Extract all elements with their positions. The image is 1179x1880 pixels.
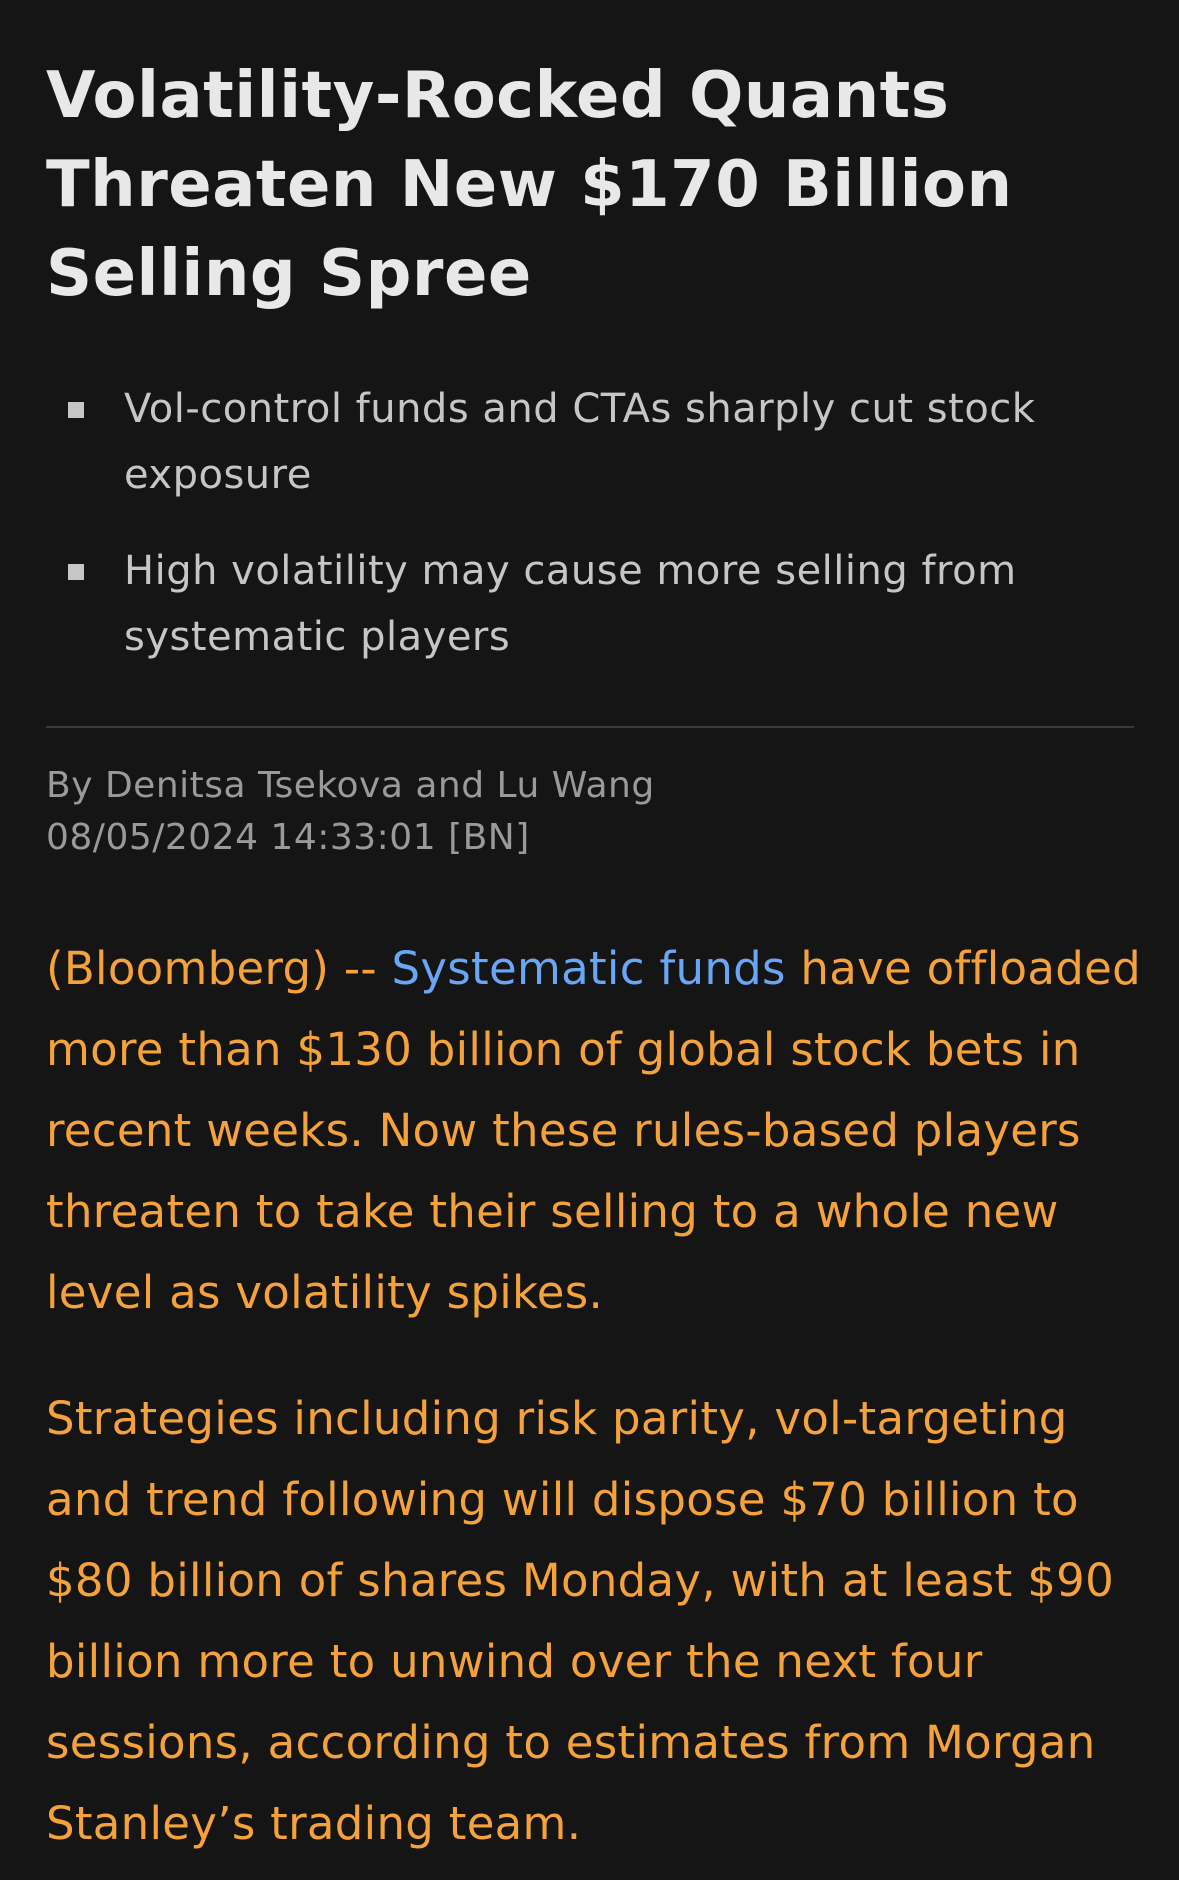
divider [46,726,1134,728]
summary-bullet-text: High volatility may cause more selling f… [124,548,1017,660]
byline-block: By Denitsa Tsekova and Lu Wang 08/05/202… [46,760,655,864]
summary-bullet: High volatility may cause more selling f… [46,538,1136,670]
square-bullet-icon [68,402,84,418]
summary-bullet: Vol-control funds and CTAs sharply cut s… [46,376,1136,508]
publish-timestamp: 08/05/2024 14:33:01 [BN] [46,817,530,858]
author-byline: By Denitsa Tsekova and Lu Wang [46,765,655,806]
article-headline: Volatility-Rocked Quants Threaten New $1… [46,59,1013,311]
summary-bullet-text: Vol-control funds and CTAs sharply cut s… [124,386,1036,498]
square-bullet-icon [68,564,84,580]
summary-bullets: Vol-control funds and CTAs sharply cut s… [46,376,1136,700]
source-prefix: (Bloomberg) -- [46,942,392,995]
body-paragraph: Strategies including risk parity, vol-ta… [46,1392,1114,1850]
paragraph-text: have offloaded more than $130 billion of… [46,942,1141,1319]
systematic-funds-link[interactable]: Systematic funds [391,942,786,995]
body-paragraph: (Bloomberg) -- Systematic funds have off… [46,928,1146,1333]
